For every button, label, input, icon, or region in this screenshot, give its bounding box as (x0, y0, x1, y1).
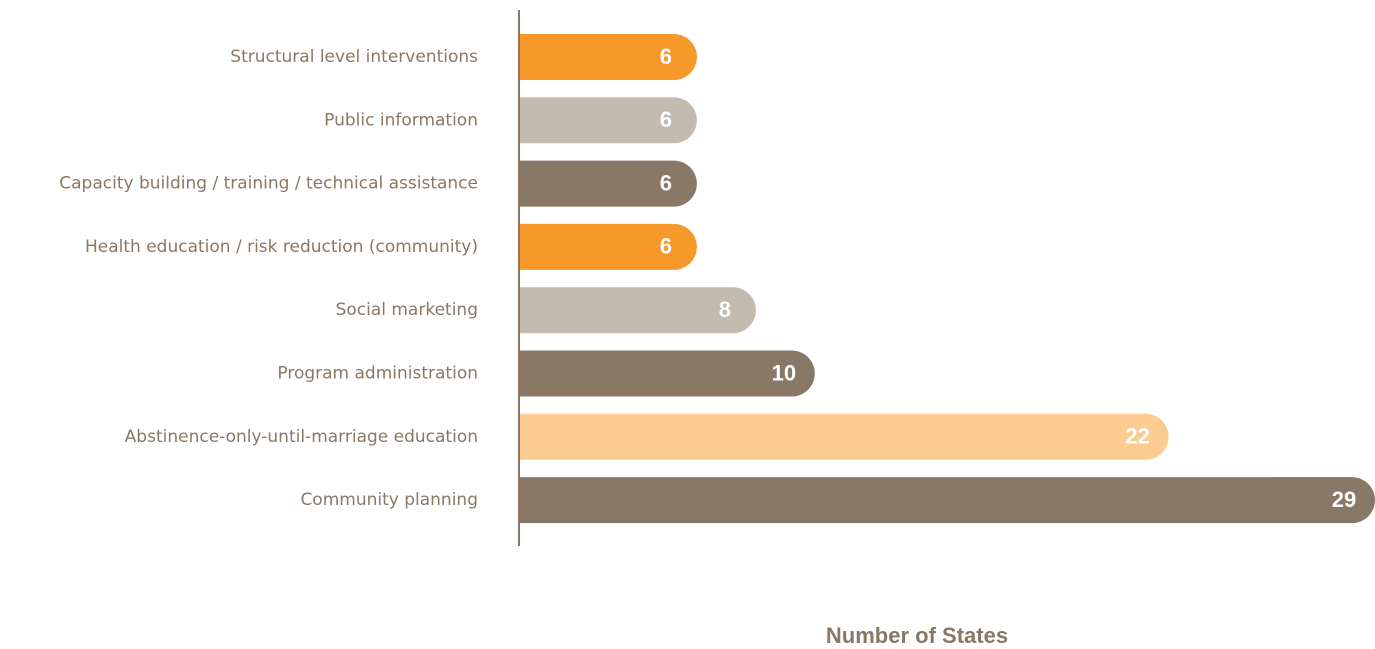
bar (520, 350, 815, 397)
y-tick-label: Abstinence-only-until-marriage education (125, 427, 478, 447)
y-tick-label: Health education / risk reduction (commu… (85, 237, 478, 257)
bar (520, 160, 697, 207)
y-tick-label: Capacity building / training / technical… (59, 174, 478, 194)
value-label: 29 (1332, 487, 1356, 512)
value-label: 10 (772, 360, 796, 385)
bar (520, 223, 697, 270)
y-tick-label: Community planning (300, 490, 478, 510)
y-tick-label: Structural level interventions (230, 47, 478, 67)
bar (520, 287, 756, 334)
bar (520, 413, 1169, 460)
y-tick-label: Social marketing (336, 300, 478, 320)
value-label: 6 (660, 107, 672, 132)
value-label: 6 (660, 170, 672, 195)
value-label: 6 (660, 44, 672, 69)
value-label: 22 (1125, 424, 1149, 449)
bar (520, 34, 697, 80)
y-tick-label: Program administration (277, 364, 478, 384)
bar (520, 477, 1375, 524)
value-label: 6 (660, 234, 672, 259)
x-axis-label: Number of States (826, 623, 1008, 648)
value-label: 8 (719, 297, 731, 322)
bar (520, 97, 697, 144)
y-tick-label: Public information (324, 110, 478, 130)
